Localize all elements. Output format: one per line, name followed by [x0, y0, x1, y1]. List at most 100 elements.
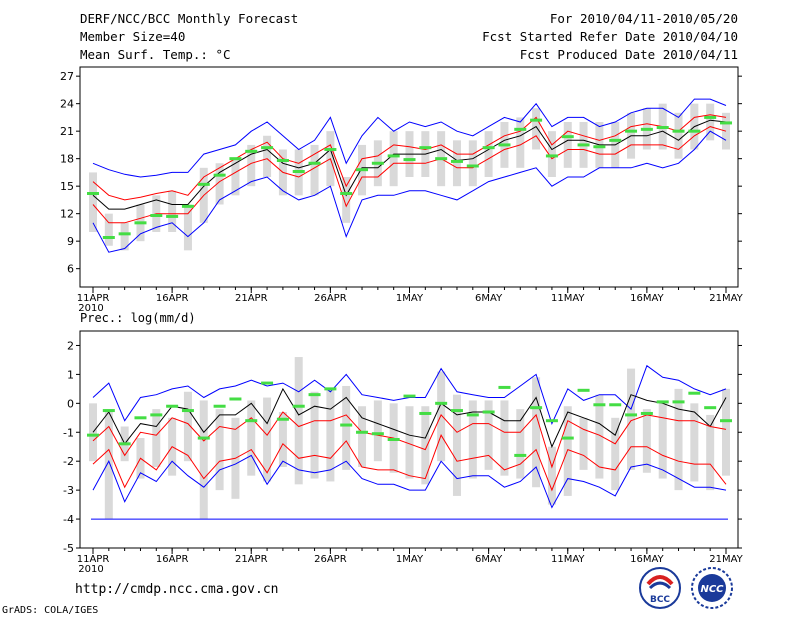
- temp-x-tick-label: 11MAY: [551, 293, 585, 304]
- grads-credit: GrADS: COLA/IGES: [2, 605, 99, 616]
- precip-ensemble-box: [468, 400, 477, 479]
- precip-y-tick-label: -1: [63, 426, 74, 439]
- temp-observed-mark: [403, 158, 416, 162]
- temp-ensemble-box: [468, 140, 477, 187]
- precip-observed-mark: [593, 403, 606, 407]
- precip-y-tick-label: -4: [63, 513, 74, 526]
- temp-observed-mark: [181, 204, 194, 208]
- temp-observed-mark: [514, 127, 527, 131]
- temp-ensemble-box: [484, 131, 493, 177]
- precip-observed-mark: [514, 453, 527, 457]
- precip-ensemble-box: [310, 391, 319, 479]
- temp-observed-mark: [276, 159, 289, 162]
- precip-ensemble-box: [484, 400, 493, 470]
- precip-ensemble-box: [104, 409, 113, 520]
- bcc-logo-text: BCC: [650, 595, 670, 605]
- temp-observed-mark: [118, 232, 131, 236]
- temp-observed-mark: [245, 149, 258, 153]
- precip-observed-mark: [324, 387, 337, 391]
- ncc-logo: NCC: [691, 567, 733, 609]
- precip-y-tick-label: 0: [67, 397, 74, 410]
- temp-series-mid-lower: [92, 126, 727, 224]
- temp-observed-mark: [640, 127, 653, 131]
- temp-ensemble-box: [120, 222, 129, 251]
- precip-ensemble-box: [547, 446, 556, 505]
- temp-observed-mark: [704, 115, 717, 119]
- precip-x-tick-label: 11APR: [77, 554, 110, 565]
- precip-observed-mark: [197, 436, 210, 440]
- temp-observed-mark: [530, 118, 543, 122]
- precip-observed-mark: [419, 411, 432, 415]
- precip-ensemble-box: [437, 371, 446, 462]
- temp-ensemble-box: [342, 177, 351, 223]
- precip-observed-mark: [150, 413, 163, 417]
- precip-ensemble-box: [579, 417, 588, 470]
- precip-observed-mark: [276, 417, 289, 421]
- precip-observed-mark: [356, 430, 369, 434]
- temp-x-tick-label: 21MAY: [709, 293, 743, 304]
- temp-x-tick-label: 26APR: [314, 293, 347, 304]
- precip-ensemble-box: [263, 397, 272, 482]
- temp-x-tick-label: 16APR: [156, 293, 189, 304]
- precip-observed-mark: [102, 409, 115, 413]
- precip-observed-mark: [261, 381, 274, 385]
- temp-observed-mark: [609, 138, 622, 142]
- temp-observed-mark: [197, 182, 210, 186]
- temp-observed-mark: [324, 148, 337, 151]
- precip-observed-mark: [166, 404, 179, 408]
- precip-observed-mark: [466, 413, 479, 417]
- temp-observed-mark: [625, 129, 638, 133]
- precip-observed-mark: [640, 411, 653, 415]
- precip-y-tick-label: 2: [67, 339, 74, 352]
- precip-ensemble-box: [152, 409, 161, 467]
- website-url[interactable]: http://cmdp.ncc.cma.gov.cn: [75, 582, 279, 597]
- temp-observed-mark: [308, 161, 321, 165]
- temp-observed-mark: [688, 129, 701, 133]
- temp-observed-mark: [577, 143, 590, 147]
- precip-ensemble-box: [674, 388, 683, 491]
- precip-x-tick-label: 21APR: [235, 554, 268, 565]
- temp-ensemble-box: [263, 135, 272, 177]
- precip-series-mid-upper: [92, 411, 727, 469]
- precip-x-tick-label: 26APR: [314, 554, 347, 565]
- temp-observed-mark: [561, 135, 574, 139]
- member-size: Member Size=40: [80, 29, 186, 44]
- temp-observed-mark: [356, 168, 369, 172]
- precip-observed-mark: [720, 419, 732, 423]
- precip-observed-mark: [181, 409, 194, 413]
- precip-ensemble-box: [611, 417, 620, 491]
- temp-series-upper: [92, 98, 727, 178]
- temp-y-tick-label: 21: [60, 125, 74, 138]
- precip-ensemble-box: [500, 400, 509, 476]
- precip-ensemble-box: [247, 400, 256, 476]
- precip-observed-mark: [134, 416, 147, 420]
- temp-ensemble-box: [247, 144, 256, 187]
- temp-observed-mark: [672, 129, 685, 133]
- precip-ensemble-box: [373, 400, 382, 462]
- temp-x-tick-label: 11APR: [77, 293, 110, 304]
- precip-observed-mark: [656, 400, 669, 404]
- precip-observed-mark: [545, 419, 558, 423]
- temp-ensemble-box: [532, 108, 541, 150]
- precip-ensemble-box: [690, 403, 699, 482]
- temp-y-tick-label: 9: [67, 235, 74, 248]
- temp-ensemble-box: [104, 213, 113, 246]
- temp-observed-mark: [292, 170, 305, 173]
- variable-label: Mean Surf. Temp.: °C: [80, 47, 231, 62]
- precip-y-tick-label: -3: [63, 484, 74, 497]
- temp-x-tick-label: 1MAY: [396, 293, 424, 304]
- precip-ensemble-box: [199, 400, 208, 520]
- temp-ensemble-box: [231, 158, 240, 196]
- precip-series-mid-lower: [92, 434, 727, 492]
- precip-observed-mark: [118, 442, 131, 446]
- temp-observed-mark: [134, 221, 147, 225]
- precip-observed-mark: [688, 391, 701, 395]
- forecast-started-date: Fcst Started Refer Date 2010/04/10: [482, 29, 738, 44]
- temp-observed-mark: [466, 164, 479, 168]
- temp-observed-mark: [340, 192, 353, 195]
- temp-y-tick-label: 15: [60, 180, 74, 193]
- temp-x-tick-label: 6MAY: [475, 293, 503, 304]
- precip-panel: -5 -4 -3 -2 -1 0 1 2 11APR 16APR 21APR 26APR 1MAY 6MA…: [63, 330, 744, 575]
- temp-panel: 6 9 12 15 18 21 24 27 11APR 16APR 21APR 26APR 1MAY 6M…: [60, 66, 744, 314]
